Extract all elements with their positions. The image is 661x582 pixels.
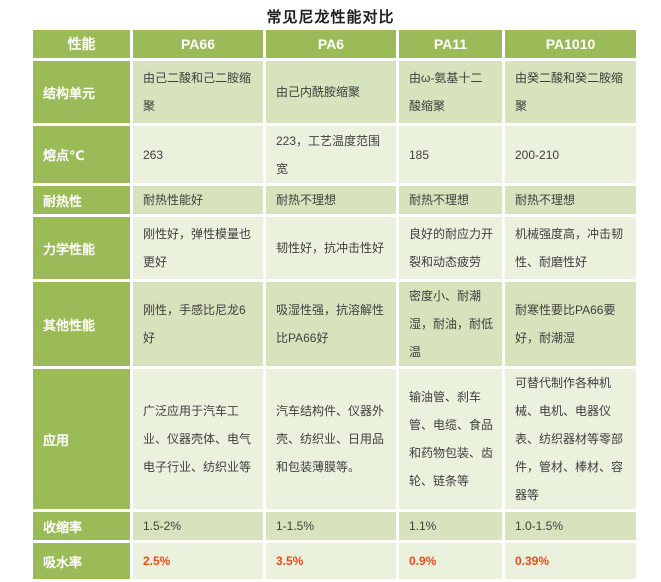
table-cell: 吸湿性强，抗溶解性比PA66好 (266, 282, 396, 366)
row-label: 力学性能 (33, 217, 130, 279)
header-row: 性能 PA66 PA6 PA11 PA1010 (33, 30, 636, 58)
table-cell: 可替代制作各种机械、电机、电器仪表、纺织器材等零部件，管材、棒材、容器等 (505, 369, 636, 509)
table-cell: 223，工艺温度范围宽 (266, 126, 396, 183)
table-row: 结构单元 由己二酸和己二胺缩聚 由己内酰胺缩聚 由ω-氨基十二酸缩聚 由癸二酸和癸二胺缩… (33, 61, 636, 123)
table-row: 收缩率 1.5-2% 1-1.5% 1.1% 1.0-1.5% (33, 512, 636, 540)
column-header-pa1010: PA1010 (505, 30, 636, 58)
table-cell: 耐热不理想 (399, 186, 502, 214)
table-cell: 耐热不理想 (266, 186, 396, 214)
table-cell: 263 (133, 126, 263, 183)
table-body: 结构单元 由己二酸和己二胺缩聚 由己内酰胺缩聚 由ω-氨基十二酸缩聚 由癸二酸和癸二胺缩… (33, 61, 636, 579)
table-cell: 由癸二酸和癸二胺缩聚 (505, 61, 636, 123)
table-cell: 由己二酸和己二胺缩聚 (133, 61, 263, 123)
row-label: 熔点℃ (33, 126, 130, 183)
column-header-pa11: PA11 (399, 30, 502, 58)
table-cell: 密度小、耐潮湿，耐油，耐低温 (399, 282, 502, 366)
table-cell: 1.5-2% (133, 512, 263, 540)
nylon-comparison-table: 性能 PA66 PA6 PA11 PA1010 结构单元 由己二酸和己二胺缩聚 由己内酰胺缩… (30, 27, 639, 582)
table-cell: 机械强度高，冲击韧性、耐磨性好 (505, 217, 636, 279)
table-row: 吸水率 2.5% 3.5% 0.9% 0.39% (33, 543, 636, 579)
table-cell: 耐寒性要比PA66要好，耐潮湿 (505, 282, 636, 366)
table-row: 其他性能 刚性，手感比尼龙6好 吸湿性强，抗溶解性比PA66好 密度小、耐潮湿，耐油，… (33, 282, 636, 366)
table-cell: 输油管、刹车管、电缆、食品和药物包装、齿轮、链条等 (399, 369, 502, 509)
table-cell: 韧性好，抗冲击性好 (266, 217, 396, 279)
page-title: 常见尼龙性能对比 (266, 9, 395, 26)
row-label: 应用 (33, 369, 130, 509)
table-cell: 1.0-1.5% (505, 512, 636, 540)
table-row: 力学性能 刚性好，弹性模量也更好 韧性好，抗冲击性好 良好的耐应力开裂和动态疲劳 机械强… (33, 217, 636, 279)
table-cell: 1.1% (399, 512, 502, 540)
table-cell: 由己内酰胺缩聚 (266, 61, 396, 123)
column-header-property: 性能 (33, 30, 130, 58)
row-label: 耐热性 (33, 186, 130, 214)
row-label: 收缩率 (33, 512, 130, 540)
table-cell: 耐热性能好 (133, 186, 263, 214)
page: 常见尼龙性能对比 性能 PA66 PA6 PA11 PA1010 结构单元 由己二酸和己二… (33, 9, 636, 579)
table-cell: 0.9% (399, 543, 502, 579)
table-row: 应用 广泛应用于汽车工业、仪器壳体、电气电子行业、纺织业等 汽车结构件、仪器外壳、纺… (33, 369, 636, 509)
row-label: 结构单元 (33, 61, 130, 123)
table-row: 熔点℃ 263 223，工艺温度范围宽 185 200-210 (33, 126, 636, 183)
table-cell: 185 (399, 126, 502, 183)
column-header-pa66: PA66 (133, 30, 263, 58)
table-cell: 2.5% (133, 543, 263, 579)
row-label: 其他性能 (33, 282, 130, 366)
table-cell: 良好的耐应力开裂和动态疲劳 (399, 217, 502, 279)
table-cell: 由ω-氨基十二酸缩聚 (399, 61, 502, 123)
column-header-pa6: PA6 (266, 30, 396, 58)
table-cell: 汽车结构件、仪器外壳、纺织业、日用品和包装薄膜等。 (266, 369, 396, 509)
table-cell: 刚性，手感比尼龙6好 (133, 282, 263, 366)
table-row: 耐热性 耐热性能好 耐热不理想 耐热不理想 耐热不理想 (33, 186, 636, 214)
table-cell: 3.5% (266, 543, 396, 579)
row-label: 吸水率 (33, 543, 130, 579)
table-cell: 刚性好，弹性模量也更好 (133, 217, 263, 279)
table-cell: 广泛应用于汽车工业、仪器壳体、电气电子行业、纺织业等 (133, 369, 263, 509)
table-cell: 0.39% (505, 543, 636, 579)
table-cell: 1-1.5% (266, 512, 396, 540)
table-cell: 耐热不理想 (505, 186, 636, 214)
table-cell: 200-210 (505, 126, 636, 183)
